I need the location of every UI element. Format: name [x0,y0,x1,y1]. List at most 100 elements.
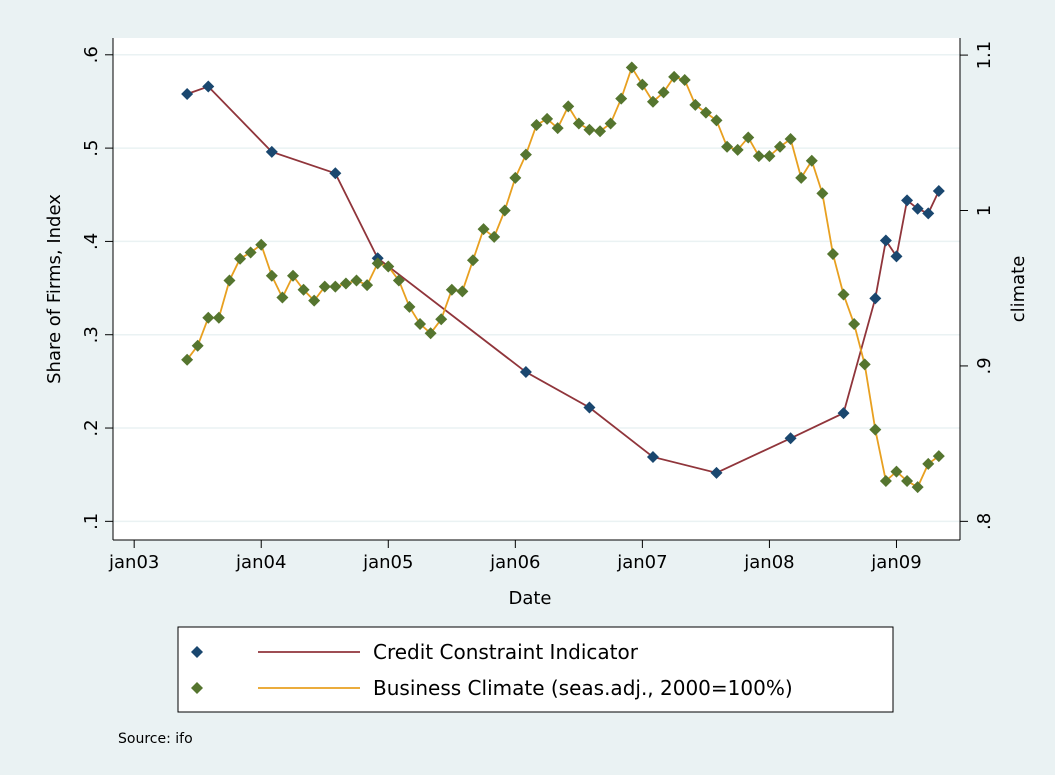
data-point [774,140,787,153]
data-point [869,292,882,305]
data-point [519,366,532,379]
data-point [583,401,596,414]
data-point [276,291,289,304]
data-point [795,171,808,184]
data-point [932,450,945,463]
data-point [509,171,522,184]
data-point [265,145,278,158]
data-point [329,167,342,180]
data-point [466,254,479,267]
data-point [318,280,331,293]
data-point [265,269,278,282]
data-point [361,279,374,292]
y2-tick-label: .8 [974,513,995,530]
data-point [424,327,437,340]
data-point [541,112,554,125]
data-point [594,125,607,138]
data-point [710,114,723,127]
data-point [403,300,416,313]
data-point [234,252,247,265]
y-tick-label: .5 [81,140,102,157]
x-tick-label: jan04 [235,552,286,573]
legend-label: Credit Constraint Indicator [373,640,639,664]
data-point [816,187,829,200]
data-point [731,143,744,156]
data-point [879,474,892,487]
data-point [646,95,659,108]
data-point [339,277,352,290]
data-point [414,317,427,330]
data-point [625,61,638,74]
data-point [657,86,670,99]
y2-tick-label: .9 [974,357,995,374]
data-point [911,202,924,215]
data-point [890,465,903,478]
data-point [763,150,776,163]
data-point [742,131,755,144]
data-point [519,148,532,161]
data-point [668,70,681,83]
y-tick-label: .6 [81,46,102,63]
data-point [371,257,384,270]
x-tick-label: jan08 [743,552,794,573]
data-point [901,194,914,207]
plot-area [113,38,960,540]
x-tick-label: jan06 [489,552,540,573]
data-point [922,457,935,470]
data-point [244,246,257,259]
data-point [922,207,935,220]
source-note: Source: ifo [118,731,193,747]
x-tick-label: jan03 [108,552,159,573]
y-axis-title: Share of Firms, Index [44,194,65,384]
data-point [572,117,585,130]
data-point [721,140,734,153]
data-point [212,311,225,324]
y-tick-label: .4 [81,233,102,250]
data-point [837,288,850,301]
legend-marker [191,646,203,658]
y2-tick-label: 1 [974,205,995,216]
data-point [689,98,702,111]
data-point [615,92,628,105]
x-tick-label: jan05 [362,552,413,573]
data-point [297,283,310,296]
legend-box [177,626,894,713]
y2-axis-title: climate [1008,256,1029,323]
data-point [562,100,575,113]
data-point [445,283,458,296]
data-point [498,204,511,217]
data-point [583,123,596,136]
data-point [710,466,723,479]
data-point [286,269,299,282]
y-tick-label: .2 [81,419,102,436]
data-point [308,294,321,307]
data-point [848,317,861,330]
data-point [869,423,882,436]
x-axis-title: Date [508,588,551,609]
data-point [858,358,871,371]
data-point [329,280,342,293]
data-point [350,274,363,287]
legend-marker [191,682,203,694]
data-point [191,339,204,352]
data-point [901,474,914,487]
legend-label: Business Climate (seas.adj., 2000=100%) [373,676,793,700]
data-point [202,311,215,324]
data-point [255,238,268,251]
data-point [488,230,501,243]
data-point [181,87,194,100]
y2-tick-label: 1.1 [974,41,995,70]
data-point [181,353,194,366]
data-point [551,122,564,135]
data-point [911,481,924,494]
data-point [752,150,765,163]
data-point [382,260,395,273]
data-point [879,234,892,247]
data-point [456,285,469,298]
data-point [805,154,818,167]
x-tick-label: jan07 [616,552,667,573]
data-point [636,78,649,91]
data-point [202,80,215,93]
